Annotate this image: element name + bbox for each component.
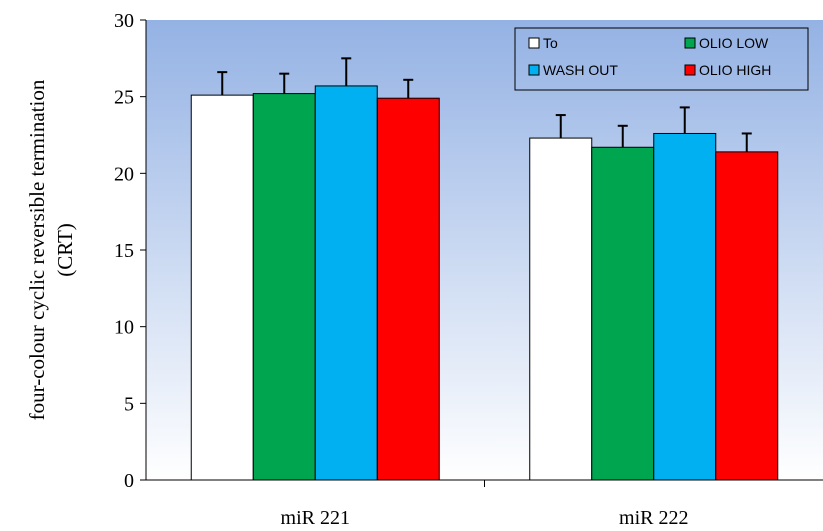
y-axis-title: four-colour cyclic reversible terminatio…: [25, 79, 77, 420]
legend-label-olio-high: OLIO HIGH: [699, 62, 771, 78]
y-tick-label-10: 10: [114, 317, 134, 339]
bars-group: [190, 85, 779, 481]
bar-mir-221-olio-low: [252, 93, 316, 481]
legend-label-to: To: [543, 35, 558, 51]
y-axis-title-line-1: four-colour cyclic reversible terminatio…: [25, 79, 49, 420]
legend-label-wash-out: WASH OUT: [543, 62, 618, 78]
x-tick-label-mir-222: miR 222: [619, 507, 688, 529]
bar-mir-221-olio-high: [376, 97, 440, 481]
y-tick-label-0: 0: [124, 470, 134, 492]
legend-swatch-to: [528, 37, 540, 49]
legend: To OLIO LOW WASH OUT OLIO HIGH: [514, 27, 809, 91]
bar-mir-222-to: [529, 137, 593, 481]
y-tick-label-15: 15: [114, 240, 134, 262]
bar-mir-222-olio-low: [591, 146, 655, 481]
y-tick-label-30: 30: [114, 10, 134, 32]
legend-swatch-olio-high: [684, 64, 696, 76]
y-tick-label-5: 5: [124, 393, 134, 415]
legend-swatch-olio-low: [684, 37, 696, 49]
bar-mir-221-wash-out: [314, 85, 378, 481]
legend-box: [514, 27, 809, 91]
legend-swatch-wash-out: [528, 64, 540, 76]
x-ticks-group: miR 221 miR 222: [281, 480, 688, 529]
y-axis-title-line-2: (CRT): [53, 223, 77, 277]
bar-mir-221-to: [190, 94, 254, 481]
x-tick-label-mir-221: miR 221: [281, 507, 350, 529]
legend-label-olio-low: OLIO LOW: [699, 35, 769, 51]
y-tick-label-20: 20: [114, 163, 134, 185]
bar-mir-222-olio-high: [715, 151, 779, 481]
y-tick-label-25: 25: [114, 87, 134, 109]
y-ticks-group: 0 5 10 15 20 25 30: [114, 10, 146, 492]
bar-mir-222-wash-out: [653, 132, 717, 481]
error-bars-group: [217, 57, 752, 152]
